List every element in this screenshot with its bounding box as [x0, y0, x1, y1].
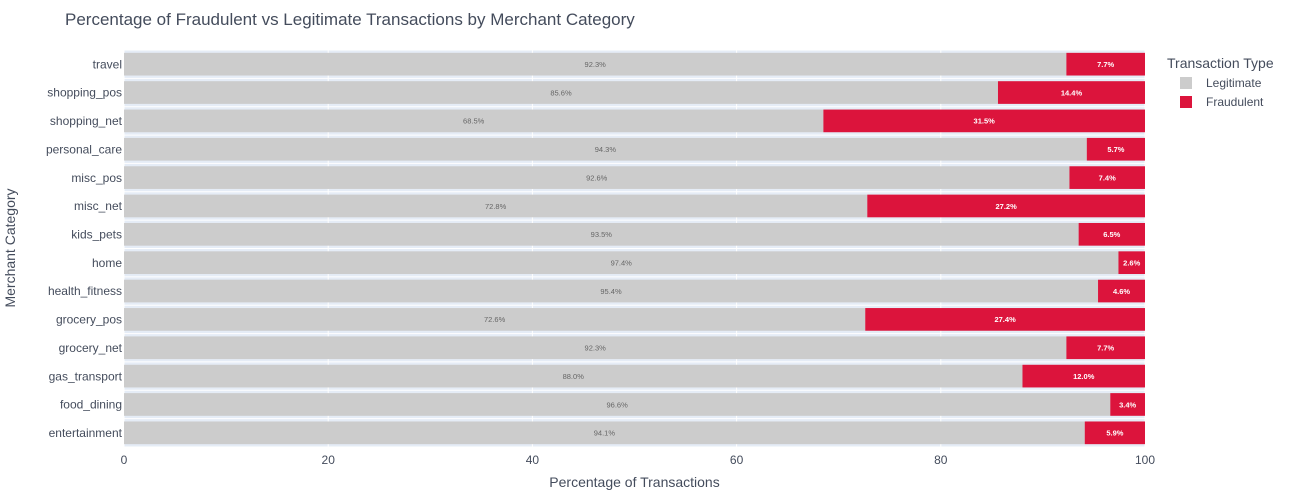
chart-title: Percentage of Fraudulent vs Legitimate T… — [65, 10, 635, 29]
bar-fraudulent — [865, 308, 1145, 331]
bars: 92.3% 7.7% 85.6% 14.4% 68.5% 31.5% 94.3% 5.7% 92… — [124, 52, 1145, 445]
y-tick-label: grocery_pos — [56, 313, 122, 327]
data-label-legitimate: 92.6% — [586, 173, 608, 182]
data-label-fraudulent: 5.7% — [1107, 145, 1124, 154]
legend-label-legitimate: Legitimate — [1206, 76, 1262, 90]
bar-legitimate — [124, 308, 866, 331]
bar-fraudulent — [823, 109, 1145, 133]
data-label-fraudulent: 27.4% — [994, 315, 1016, 324]
data-label-fraudulent: 5.9% — [1106, 429, 1123, 438]
bar-fraudulent — [1069, 166, 1145, 189]
bar-legitimate — [124, 52, 1067, 76]
data-label-fraudulent: 7.7% — [1097, 60, 1114, 69]
bar-fraudulent — [1110, 393, 1145, 416]
y-axis-title: Merchant Category — [2, 188, 18, 307]
bar-legitimate — [124, 393, 1111, 416]
bar-legitimate — [124, 137, 1087, 161]
data-label-legitimate: 92.3% — [585, 60, 607, 69]
y-tick-label: shopping_pos — [47, 86, 122, 100]
y-tick-label: home — [92, 256, 122, 270]
legend-swatch-fraudulent — [1180, 96, 1192, 108]
bar-fraudulent — [1022, 364, 1145, 388]
bar-fraudulent — [1066, 336, 1145, 360]
bar-legitimate — [124, 222, 1079, 246]
data-label-legitimate: 93.5% — [591, 230, 613, 239]
bar-fraudulent — [1078, 222, 1145, 246]
x-tick-label: 0 — [121, 453, 128, 467]
data-label-legitimate: 72.6% — [484, 315, 506, 324]
bar-legitimate — [124, 336, 1067, 360]
legend: Transaction Type Legitimate Fraudulent — [1167, 55, 1274, 109]
bar-legitimate — [124, 81, 998, 104]
data-label-fraudulent: 7.7% — [1097, 344, 1114, 353]
data-label-legitimate: 96.6% — [607, 400, 629, 409]
data-label-legitimate: 92.3% — [585, 344, 607, 353]
y-tick-label: misc_pos — [71, 171, 122, 185]
y-axis-ticks: travel shopping_pos shopping_net personal_c… — [46, 57, 123, 440]
y-tick-label: shopping_net — [50, 114, 123, 128]
bar-fraudulent — [1084, 421, 1145, 445]
data-label-legitimate: 95.4% — [600, 287, 622, 296]
data-label-fraudulent: 31.5% — [974, 117, 996, 126]
y-tick-label: gas_transport — [49, 369, 123, 383]
data-label-fraudulent: 27.2% — [996, 202, 1018, 211]
data-label-legitimate: 94.1% — [594, 429, 616, 438]
y-tick-label: entertainment — [49, 426, 123, 440]
y-tick-label: misc_net — [74, 199, 123, 213]
x-tick-label: 80 — [934, 453, 948, 467]
data-label-legitimate: 88.0% — [563, 372, 585, 381]
bar-legitimate — [124, 279, 1099, 303]
bar-legitimate — [124, 364, 1023, 388]
bar-fraudulent — [1086, 137, 1145, 161]
y-tick-label: kids_pets — [71, 228, 122, 242]
x-tick-label: 20 — [322, 453, 336, 467]
x-tick-label: 40 — [526, 453, 540, 467]
bar-legitimate — [124, 421, 1085, 445]
data-label-legitimate: 94.3% — [595, 145, 617, 154]
data-label-fraudulent: 2.6% — [1123, 258, 1140, 267]
y-tick-label: personal_care — [46, 142, 122, 156]
data-label-legitimate: 85.6% — [550, 88, 572, 97]
x-axis-ticks: 0 20 40 60 80 100 — [121, 453, 1156, 467]
y-tick-label: food_dining — [60, 398, 122, 412]
bar-legitimate — [124, 194, 868, 218]
data-label-legitimate: 97.4% — [611, 258, 633, 267]
bar-fraudulent — [1098, 279, 1145, 303]
x-axis-title: Percentage of Transactions — [549, 474, 719, 490]
data-label-fraudulent: 7.4% — [1099, 173, 1116, 182]
x-tick-label: 100 — [1135, 453, 1155, 467]
data-label-fraudulent: 3.4% — [1119, 400, 1136, 409]
data-label-legitimate: 68.5% — [463, 117, 485, 126]
legend-swatch-legitimate — [1180, 77, 1192, 89]
bar-fraudulent — [867, 194, 1145, 218]
data-label-fraudulent: 4.6% — [1113, 287, 1130, 296]
y-tick-label: grocery_net — [59, 341, 123, 355]
bar-fraudulent — [1118, 251, 1145, 275]
legend-label-fraudulent: Fraudulent — [1206, 95, 1264, 109]
data-label-fraudulent: 14.4% — [1061, 88, 1083, 97]
x-tick-label: 60 — [730, 453, 744, 467]
bar-legitimate — [124, 251, 1119, 275]
legend-items: Legitimate Fraudulent — [1180, 76, 1264, 109]
y-tick-label: health_fitness — [48, 284, 122, 298]
data-label-legitimate: 72.8% — [485, 202, 507, 211]
bar-fraudulent — [1066, 52, 1145, 76]
y-tick-label: travel — [93, 57, 122, 71]
bar-legitimate — [124, 109, 824, 133]
bar-legitimate — [124, 166, 1070, 189]
data-label-fraudulent: 12.0% — [1073, 372, 1095, 381]
bar-fraudulent — [997, 81, 1145, 104]
legend-title: Transaction Type — [1167, 55, 1274, 71]
data-label-fraudulent: 6.5% — [1103, 230, 1120, 239]
